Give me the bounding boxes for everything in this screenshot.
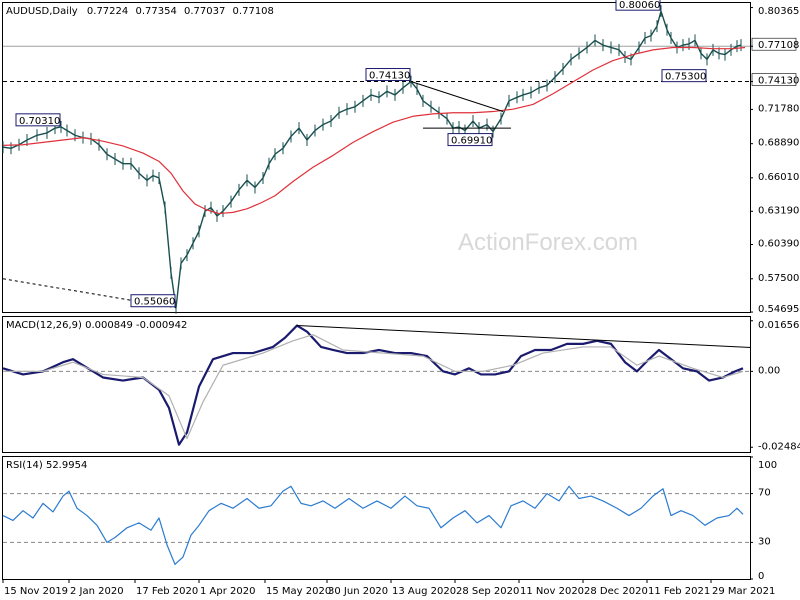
y-tick-label: 0.60390: [758, 239, 799, 250]
macd-pane: [2, 316, 751, 453]
rsi-title: RSI(14) 52.9954: [6, 460, 87, 471]
x-tick-label: 28 Dec 2020: [584, 586, 648, 597]
rsi-pane: [2, 456, 751, 580]
ma-series: [2, 46, 746, 215]
price-annotation-label: 0.74130: [369, 71, 410, 82]
watermark: ActionForex.com: [458, 229, 638, 256]
price-annotation-box: [447, 133, 493, 147]
y-tick-label: 0.77108: [758, 40, 799, 51]
x-tick-label: 15 May 2020: [266, 586, 331, 597]
low-value: 0.77037: [184, 6, 225, 17]
y-tick-label: 0: [758, 571, 764, 582]
open-value: 0.77224: [87, 6, 128, 17]
trendline: [296, 325, 752, 349]
y-tick-label: 0.66010: [758, 172, 799, 183]
x-tick-label: 30 Jun 2020: [328, 586, 388, 597]
price-annotation-label: 0.75300: [665, 72, 706, 83]
x-tick-label: 1 Apr 2020: [200, 586, 255, 597]
y-tick-label: 0.00: [758, 365, 780, 376]
price-annotation-label: 0.69910: [451, 136, 492, 147]
y-tick-label: 70: [758, 488, 771, 499]
symbol-label: AUDUSD,Daily: [6, 6, 78, 17]
price-annotation-label: 0.55060: [134, 297, 175, 308]
y-tick-label: 0.71780: [758, 103, 799, 114]
x-tick-label: 11 Feb 2021: [648, 586, 710, 597]
macd-title: MACD(12,26,9) 0.000849 -0.000942: [6, 320, 187, 331]
price-annotation-box: [365, 68, 411, 82]
trendline: [410, 81, 504, 113]
y-tick-label: 0.016567: [758, 320, 800, 331]
signal-series: [3, 334, 744, 440]
y-tick-label: 0.80365: [758, 6, 799, 17]
x-tick-label: 2 Jan 2020: [70, 586, 124, 597]
close-value: 0.77108: [233, 6, 274, 17]
macd-layer: 0.016567 0.00 -0.024846: [2, 320, 800, 452]
price-annotation-box: [15, 113, 61, 127]
price-tag: [751, 37, 797, 51]
macd-series: [2, 324, 744, 446]
x-tick-label: 17 Feb 2020: [136, 586, 198, 597]
price-annotation-box: [615, 0, 661, 11]
rsi-layer: 100 70 30 0: [2, 456, 777, 582]
y-tick-label: -0.024846: [758, 441, 800, 452]
price-annotation-label: 0.80060: [619, 0, 660, 11]
price-tag: [751, 73, 797, 86]
y-tick-label: 0.57500: [758, 273, 799, 284]
y-tick-label: 100: [758, 460, 777, 471]
x-tick-label: 15 Nov 2019: [4, 586, 68, 597]
rsi-series: [2, 485, 744, 565]
x-tick-label: 13 Aug 2020: [392, 586, 456, 597]
y-tick-label: 0.74130: [758, 76, 799, 87]
x-tick-label: 28 Sep 2020: [456, 586, 519, 597]
y-tick-label: 0.68890: [758, 138, 799, 149]
price-layer: 0.80365 0.77108 0.74130 0.71780 0.68890 0.660…: [2, 0, 799, 315]
x-tick-label: 11 Nov 2020: [520, 586, 584, 597]
y-tick-label: 0.63190: [758, 205, 799, 216]
price-header: AUDUSD,Daily 0.77224 0.77354 0.77037 0.7…: [6, 6, 274, 17]
price-pane: [2, 2, 751, 313]
high-value: 0.77354: [135, 6, 176, 17]
price-annotation-box: [130, 294, 176, 308]
x-axis: 15 Nov 2019 2 Jan 2020 17 Feb 2020 1 Apr 20…: [2, 579, 775, 597]
price-annotation-box: [661, 69, 707, 83]
y-tick-label: 30: [758, 536, 771, 547]
price-annotation-label: 0.70310: [19, 116, 60, 127]
y-tick-label: 0.54695: [758, 304, 799, 315]
x-tick-label: 29 Mar 2021: [712, 586, 775, 597]
